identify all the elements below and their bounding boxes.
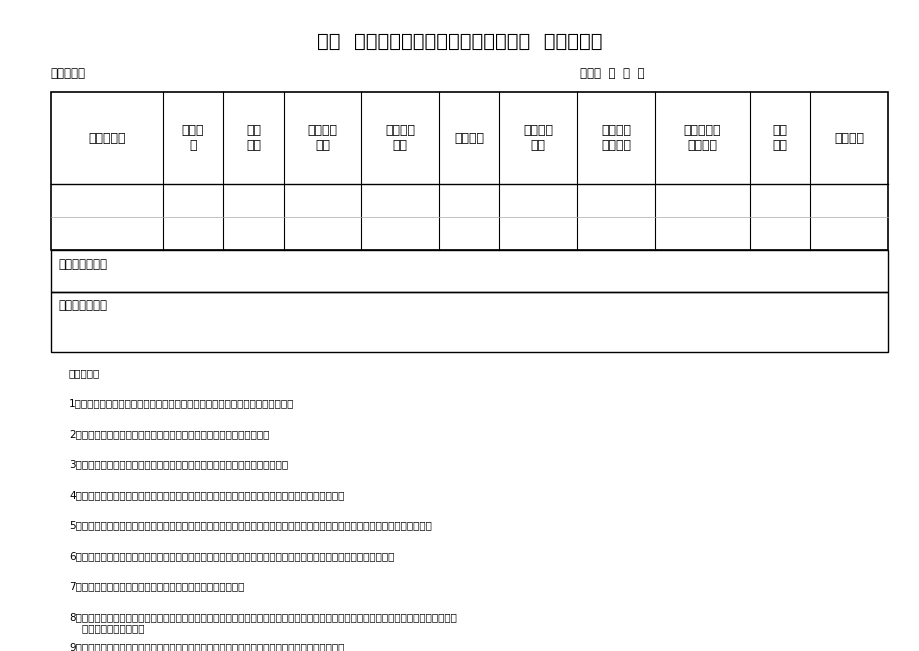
Text: 煤质
变化: 煤质 变化 — [245, 124, 261, 152]
Text: 3、软煤分层变化情况包括软煤分层层数、具体厚度，是否有变厚、变薄现象。: 3、软煤分层变化情况包括软煤分层层数、具体厚度，是否有变厚、变薄现象。 — [69, 460, 288, 469]
Text: 矿井名称：: 矿井名称： — [51, 66, 85, 79]
Text: 日期：  年  月  日: 日期： 年 月 日 — [579, 66, 643, 79]
Text: 综合分析情况：: 综合分析情况： — [58, 258, 107, 271]
Text: 8、预测及效果检验情况包括是否有超指标现象（若超指标时填写具体指标值），检验期间是否有顶钻、喷钻、卡钻、响煤炮、软煤厚度、煤
    质是否有变化等情况。: 8、预测及效果检验情况包括是否有超指标现象（若超指标时填写具体指标值），检验期间… — [69, 612, 457, 633]
Text: 采取措施情况：: 采取措施情况： — [58, 299, 107, 312]
Text: 1、煤厚变化情况包括是否有煤层分叉、合并，是否有煤厚突然变厚或变薄现象。: 1、煤厚变化情况包括是否有煤层分叉、合并，是否有煤厚突然变厚或变薄现象。 — [69, 398, 294, 408]
Text: 放炮情况: 放炮情况 — [454, 132, 483, 145]
Text: 煤厚变
化: 煤厚变 化 — [182, 124, 204, 152]
Text: 附表  突出矿井采掘头面突出预兆分析表  （掘进队）: 附表 突出矿井采掘头面突出预兆分析表 （掘进队） — [317, 32, 602, 51]
Text: 地质
构造: 地质 构造 — [772, 124, 787, 152]
Text: 填表说明：: 填表说明： — [69, 368, 100, 378]
Text: 4、瓦斯涌出变化情况包括瓦斯浓度、瓦斯涌出量是否有异常变化，是否有成倍增加的趋势等情况。: 4、瓦斯涌出变化情况包括瓦斯浓度、瓦斯涌出量是否有异常变化，是否有成倍增加的趋势… — [69, 490, 344, 500]
Text: 瓦斯涌出
变化: 瓦斯涌出 变化 — [385, 124, 414, 152]
Text: 7、掘进期间异常包括是否有片帮、顶板塌落、响煤炮等现象。: 7、掘进期间异常包括是否有片帮、顶板塌落、响煤炮等现象。 — [69, 581, 244, 592]
Text: 软煤分层
变化: 软煤分层 变化 — [307, 124, 337, 152]
Text: 打钻异常
情况: 打钻异常 情况 — [523, 124, 552, 152]
Text: 掘进工作面: 掘进工作面 — [88, 132, 125, 145]
Text: 2、煤质变化情况包括煤层层理是否紊乱，煤质是否有异常变化等情况。: 2、煤质变化情况包括煤层层理是否紊乱，煤质是否有异常变化等情况。 — [69, 429, 269, 439]
Text: 5、放炮情况包括打眼期间是否有顶钻、喷钻、卡钻、便携仪报警、瓦斯超限、见矸等异常情况，炮后浓度是否有增加趋势等情况。: 5、放炮情况包括打眼期间是否有顶钻、喷钻、卡钻、便携仪报警、瓦斯超限、见矸等异常… — [69, 520, 431, 531]
Text: 其它异常: 其它异常 — [833, 132, 863, 145]
Text: 6、打钻异常情况包括施工抽放孔、排放孔期间是否有顶钻、喷钻、卡钻、便携仪报警、瓦斯超限、见矸等异常情况。: 6、打钻异常情况包括施工抽放孔、排放孔期间是否有顶钻、喷钻、卡钻、便携仪报警、瓦… — [69, 551, 394, 561]
Text: 9、地质构造情况包括地质预报是否有构造，目前距离构造位置情况，瓦斯涌出是否有变化等情况。: 9、地质构造情况包括地质预报是否有构造，目前距离构造位置情况，瓦斯涌出是否有变化… — [69, 643, 344, 651]
Text: 预测及效果
检验指标: 预测及效果 检验指标 — [683, 124, 720, 152]
Text: 掘进期间
异常情况: 掘进期间 异常情况 — [600, 124, 630, 152]
